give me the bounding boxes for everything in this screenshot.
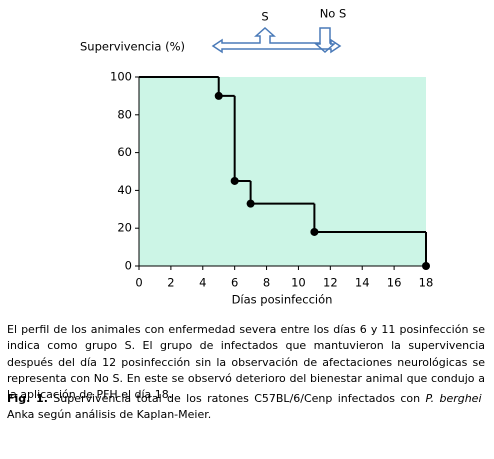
x-tick-label: 6: [231, 276, 238, 290]
event-point: [214, 91, 223, 100]
annotation: No S: [320, 7, 347, 21]
y-tick-label: 80: [117, 107, 132, 121]
y-tick-label: 0: [125, 259, 132, 273]
x-tick-label: 12: [323, 276, 338, 290]
caption-text: Anka según análisis de Kaplan-Meier.: [7, 408, 212, 422]
x-tick-label: 2: [167, 276, 174, 290]
caption-species: P. berghei: [425, 392, 482, 405]
plot-background: [139, 77, 426, 266]
x-tick-label: 16: [387, 276, 402, 290]
description: El perfil de los animales con enfermedad…: [7, 323, 485, 402]
x-tick-label: 8: [263, 276, 270, 290]
event-point: [230, 176, 239, 185]
y-axis-label: Supervivencia (%): [80, 40, 185, 54]
y-tick-label: 60: [117, 145, 132, 159]
x-tick-label: 18: [419, 276, 434, 290]
caption-label: Fig. 1.: [7, 392, 48, 405]
down-arrow: [314, 43, 336, 54]
y-tick-label: 20: [117, 221, 132, 235]
x-tick-label: 0: [135, 276, 142, 290]
caption-text: Supervivencia total de los ratones C57BL…: [53, 392, 421, 405]
chart: Supervivencia (%) Días posinfección S No…: [80, 7, 434, 307]
x-tick-label: 4: [199, 276, 206, 290]
x-tick-label: 10: [291, 276, 306, 290]
annotation: S: [261, 10, 268, 24]
y-tick-label: 40: [117, 183, 132, 197]
event-point: [422, 262, 430, 270]
event-point: [310, 227, 319, 236]
y-tick-label: 100: [110, 70, 132, 84]
caption: Fig. 1. Supervivencia total de los raton…: [7, 391, 485, 424]
x-axis-label: Días posinfección: [232, 293, 333, 307]
event-point: [246, 199, 255, 208]
x-tick-label: 14: [355, 276, 370, 290]
double-arrow: [211, 26, 342, 54]
